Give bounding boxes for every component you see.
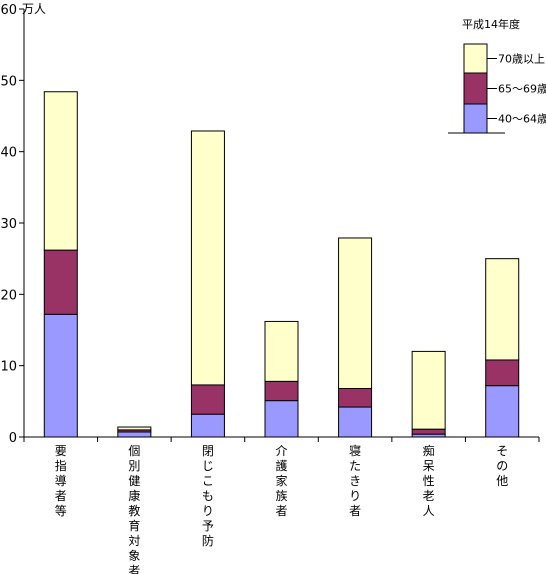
bar-segment bbox=[338, 406, 373, 438]
y-tick-label: 0 bbox=[9, 431, 17, 446]
bar-segment bbox=[190, 413, 225, 438]
x-tick-label: 介護家族者 bbox=[275, 444, 287, 518]
bar-segment bbox=[43, 249, 78, 315]
bar-segment bbox=[43, 91, 78, 251]
y-tick-label: 10 bbox=[0, 360, 17, 375]
x-tick-label: その他 bbox=[496, 444, 508, 488]
bar-segment bbox=[485, 359, 520, 387]
bar-segment bbox=[411, 428, 446, 435]
bar-segment bbox=[117, 426, 152, 431]
bar-segment bbox=[411, 350, 446, 430]
bar-segment bbox=[190, 384, 225, 415]
legend-swatch bbox=[463, 103, 488, 134]
bar-segment bbox=[264, 320, 299, 382]
bar-segment bbox=[264, 380, 299, 402]
bar-segment bbox=[190, 130, 225, 386]
y-tick-label: 60 bbox=[0, 3, 17, 18]
y-unit-label: 万人 bbox=[22, 2, 46, 16]
legend-label: 65～69歳 bbox=[498, 83, 546, 96]
y-tick-label: 20 bbox=[0, 288, 17, 303]
bar-segment bbox=[43, 313, 78, 438]
bar-segment bbox=[338, 387, 373, 408]
legend: 平成14年度 70歳以上 65～69歳 40～64歳 bbox=[448, 17, 546, 134]
x-tick-label: 寝たきり者 bbox=[349, 443, 361, 518]
bar-segment bbox=[485, 385, 520, 438]
legend-label: 70歳以上 bbox=[498, 53, 545, 66]
y-tick-label: 30 bbox=[0, 217, 17, 232]
bar-segment bbox=[338, 237, 373, 389]
x-tick-label: 痴呆性老人 bbox=[423, 443, 435, 518]
x-tick-labels: 要指導者等 個別健康教育対象者 閉じこもり予防 介護家族者 寝たきり者 痴呆性老人 その他 bbox=[55, 443, 508, 574]
x-tick-label: 個別健康教育対象者 bbox=[128, 444, 140, 574]
legend-swatch bbox=[463, 43, 488, 74]
y-tick-label: 40 bbox=[0, 146, 17, 161]
bar-segment bbox=[264, 400, 299, 438]
legend-swatch bbox=[463, 72, 488, 105]
bar-segment bbox=[117, 431, 152, 438]
axes: 0 10 20 30 40 50 60 bbox=[0, 3, 540, 446]
y-tick-label: 50 bbox=[0, 74, 17, 89]
x-tick-label: 要指導者等 bbox=[55, 444, 67, 518]
bars bbox=[43, 91, 520, 438]
legend-title: 平成14年度 bbox=[462, 17, 520, 31]
bar-segment bbox=[485, 258, 520, 361]
x-tick-label: 閉じこもり予防 bbox=[202, 444, 214, 548]
legend-label: 40～64歳 bbox=[498, 113, 546, 126]
